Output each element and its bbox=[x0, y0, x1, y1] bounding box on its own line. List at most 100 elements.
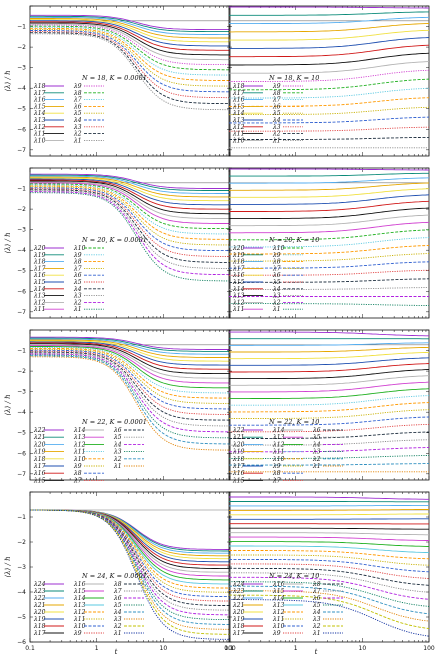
legend-label: λ7 bbox=[113, 588, 122, 595]
legend-label: λ1 bbox=[272, 137, 281, 144]
legend-label: λ23 bbox=[232, 588, 245, 595]
legend-label: λ11 bbox=[232, 131, 244, 138]
plot-frame bbox=[29, 491, 231, 643]
legend-label: λ10 bbox=[33, 137, 46, 144]
legend-label: λ16 bbox=[232, 272, 245, 279]
series-line bbox=[30, 189, 230, 263]
legend-label: λ15 bbox=[232, 477, 245, 484]
y-tick-label: −7 bbox=[17, 147, 26, 154]
series-line bbox=[30, 18, 230, 39]
series-line bbox=[30, 24, 230, 66]
y-tick-label: −6 bbox=[17, 450, 26, 457]
series-line bbox=[30, 355, 230, 445]
series-line bbox=[229, 431, 429, 439]
legend-label: λ14 bbox=[73, 427, 86, 434]
legend-label: λ24 bbox=[232, 581, 245, 588]
legend-label: λ17 bbox=[232, 630, 245, 637]
series-line bbox=[30, 175, 230, 194]
series-group bbox=[30, 173, 230, 282]
x-tick-label: 1 bbox=[294, 645, 298, 652]
series-line bbox=[30, 176, 230, 198]
series-line bbox=[30, 19, 230, 43]
legend-label: λ8 bbox=[73, 90, 82, 97]
series-line bbox=[229, 177, 429, 184]
legend-label: λ3 bbox=[113, 449, 122, 456]
series-line bbox=[229, 536, 429, 541]
series-line bbox=[229, 44, 429, 58]
legend-label: λ12 bbox=[33, 124, 46, 131]
legend-label: λ21 bbox=[33, 602, 45, 609]
series-line bbox=[30, 184, 230, 235]
series-line bbox=[229, 61, 429, 74]
legend-label: λ2 bbox=[312, 623, 321, 630]
legend-label: λ5 bbox=[113, 434, 122, 441]
legend-label: λ20 bbox=[33, 245, 46, 252]
y-tick-label: −2 bbox=[17, 539, 26, 546]
series-line bbox=[229, 363, 429, 373]
series-line bbox=[30, 32, 230, 105]
legend-label: λ10 bbox=[272, 456, 285, 463]
series-line bbox=[30, 340, 230, 362]
legend-label: λ7 bbox=[73, 265, 82, 272]
y-axis-label: ⟨λ⟩ / ℏ bbox=[4, 394, 12, 415]
plot-frame bbox=[29, 5, 231, 157]
legend-label: λ9 bbox=[73, 463, 82, 470]
chart-panel: −6 −5 −4 −3 −2 −1 0.1 1 10 100 ⟨λ⟩ / ℏ N = 24, K = … bbox=[4, 491, 236, 652]
series-line bbox=[229, 182, 429, 191]
legend-label: λ18 bbox=[232, 623, 245, 630]
series-line bbox=[229, 599, 429, 637]
legend-label: λ6 bbox=[73, 272, 82, 279]
legend-label: λ1 bbox=[312, 463, 321, 470]
series-line bbox=[229, 518, 429, 520]
series-line bbox=[229, 541, 429, 547]
legend-label: λ13 bbox=[73, 602, 86, 609]
series-line bbox=[30, 342, 230, 370]
series-line bbox=[30, 191, 230, 276]
legend-label: λ9 bbox=[73, 83, 82, 90]
legend-label: λ18 bbox=[33, 456, 46, 463]
series-line bbox=[30, 177, 230, 202]
series-line bbox=[229, 455, 429, 459]
legend-label: λ23 bbox=[33, 588, 46, 595]
series-line bbox=[229, 11, 429, 16]
legend-label: λ12 bbox=[272, 441, 285, 448]
series-line bbox=[229, 126, 429, 132]
series-line bbox=[30, 345, 230, 384]
x-tick-label: 10 bbox=[359, 645, 367, 652]
series-line bbox=[30, 174, 230, 191]
series-line bbox=[229, 16, 429, 25]
series-line bbox=[30, 509, 230, 577]
series-line bbox=[30, 347, 230, 399]
series-line bbox=[229, 229, 429, 241]
legend-label: λ12 bbox=[73, 441, 86, 448]
legend-label: λ1 bbox=[272, 306, 281, 313]
y-tick-label: −3 bbox=[17, 389, 26, 396]
series-line bbox=[229, 116, 429, 124]
legend-label: λ20 bbox=[232, 441, 245, 448]
series-line bbox=[30, 173, 230, 189]
series-line bbox=[229, 303, 429, 306]
series-line bbox=[229, 585, 429, 615]
legend-label: λ7 bbox=[73, 97, 82, 104]
legend-label: λ4 bbox=[113, 609, 122, 616]
y-tick-label: −5 bbox=[17, 614, 26, 621]
legend-label: λ16 bbox=[73, 581, 86, 588]
legend-label: λ5 bbox=[312, 434, 321, 441]
legend-label: λ8 bbox=[312, 581, 321, 588]
legend-label: λ17 bbox=[232, 463, 245, 470]
series-line bbox=[229, 261, 429, 269]
legend-label: λ12 bbox=[73, 609, 86, 616]
series-line bbox=[229, 416, 429, 426]
panel-title: N = 24, K = 0.0001 bbox=[81, 572, 147, 580]
legend-label: λ5 bbox=[272, 110, 281, 117]
legend-label: λ10 bbox=[73, 456, 86, 463]
legend-label: λ3 bbox=[73, 293, 82, 300]
legend-label: λ14 bbox=[232, 110, 245, 117]
legend-label: λ11 bbox=[33, 306, 45, 313]
y-tick-label: −1 bbox=[17, 514, 26, 521]
legend-label: λ20 bbox=[33, 609, 46, 616]
legend-label: λ15 bbox=[272, 588, 285, 595]
panel-title: N = 20, K = 0.0001 bbox=[81, 236, 147, 244]
y-tick-label: −2 bbox=[17, 44, 26, 51]
